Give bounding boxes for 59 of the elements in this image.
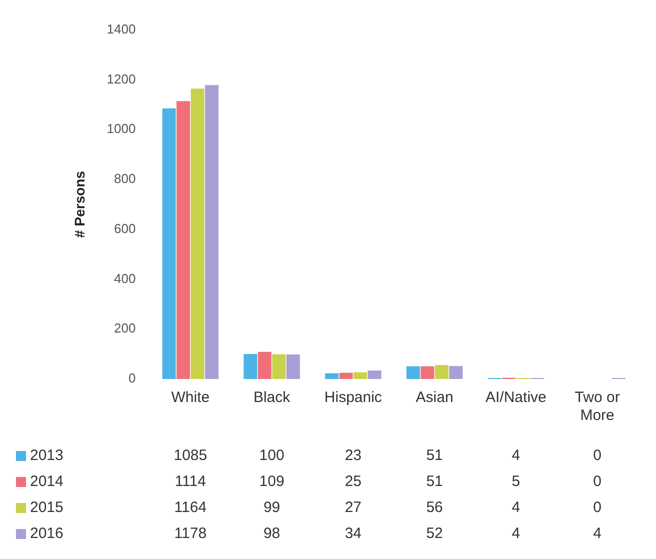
data-label: 99 bbox=[263, 499, 280, 516]
bar bbox=[325, 373, 339, 379]
x-tick-label: Asian bbox=[416, 389, 454, 406]
bar bbox=[190, 88, 204, 379]
y-tick-label: 200 bbox=[114, 320, 136, 336]
data-label: 4 bbox=[593, 525, 602, 542]
data-label: 0 bbox=[593, 499, 602, 516]
bar bbox=[434, 365, 448, 379]
y-tick-label: 0 bbox=[128, 370, 136, 386]
x-tick-label: AI/Native bbox=[486, 389, 546, 406]
bar bbox=[205, 85, 219, 379]
y-tick-label: 600 bbox=[114, 220, 136, 236]
legend-label: 2013 bbox=[30, 447, 64, 464]
y-tick-label: 1000 bbox=[106, 121, 136, 136]
data-label: 0 bbox=[593, 447, 602, 464]
data-label: 1164 bbox=[174, 499, 207, 516]
x-tick-label: Hispanic bbox=[324, 389, 382, 406]
data-label: 34 bbox=[344, 525, 362, 542]
x-tick-label: Two or More bbox=[574, 389, 620, 424]
data-label: 1085 bbox=[174, 447, 208, 464]
bar bbox=[368, 370, 382, 379]
data-label: 25 bbox=[344, 473, 362, 490]
data-label: 27 bbox=[344, 499, 362, 516]
y-tick-label: 1400 bbox=[106, 21, 136, 36]
data-label: 0 bbox=[593, 473, 602, 490]
data-label: 98 bbox=[263, 525, 280, 542]
data-label: 1114 bbox=[174, 473, 206, 490]
data-label: 51 bbox=[426, 473, 443, 490]
data-label: 4 bbox=[512, 499, 520, 516]
bar bbox=[420, 366, 434, 379]
data-label: 23 bbox=[344, 447, 362, 464]
bar bbox=[406, 366, 420, 379]
bar bbox=[176, 101, 190, 379]
data-label: 52 bbox=[426, 525, 443, 542]
data-label: 56 bbox=[426, 499, 443, 516]
bar bbox=[286, 354, 300, 379]
x-tick-label: White bbox=[171, 389, 210, 406]
bar bbox=[354, 372, 368, 379]
bar bbox=[272, 354, 286, 379]
bar bbox=[339, 372, 353, 379]
y-tick-label: 800 bbox=[114, 171, 136, 186]
bar bbox=[244, 354, 258, 379]
data-label: 51 bbox=[426, 447, 443, 464]
data-label: 100 bbox=[259, 447, 284, 464]
bar bbox=[162, 108, 176, 379]
bar bbox=[449, 366, 463, 379]
data-label: 109 bbox=[259, 473, 284, 490]
y-axis-title: # Persons bbox=[71, 170, 88, 238]
data-label: 1178 bbox=[174, 525, 207, 542]
data-label: 4 bbox=[512, 525, 520, 542]
legend-label: 2014 bbox=[30, 473, 64, 490]
y-tick-label: 400 bbox=[114, 270, 136, 286]
data-label: 4 bbox=[512, 447, 520, 464]
data-label: 5 bbox=[512, 473, 520, 490]
x-tick-label: Black bbox=[253, 389, 291, 406]
y-tick-label: 1200 bbox=[106, 71, 136, 86]
legend-label: 2015 bbox=[30, 499, 64, 516]
bar bbox=[258, 352, 272, 379]
legend-label: 2016 bbox=[30, 525, 64, 542]
